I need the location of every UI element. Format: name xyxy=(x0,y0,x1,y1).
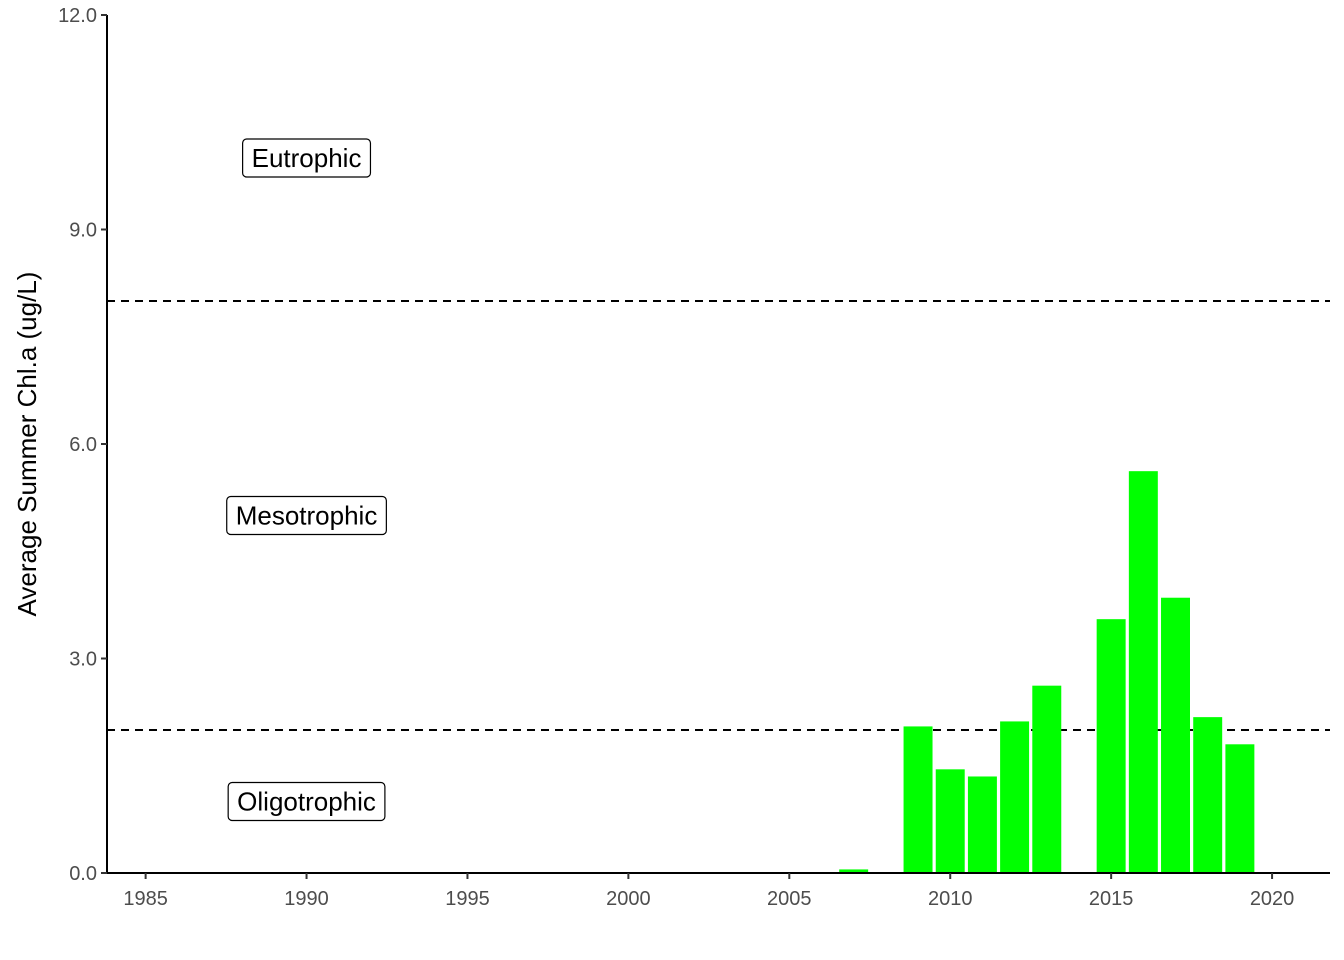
zone-label-text: Eutrophic xyxy=(252,143,362,173)
bar-2015 xyxy=(1096,619,1126,873)
bar-2017 xyxy=(1161,597,1190,873)
zone-label-text: Mesotrophic xyxy=(236,501,378,531)
zone-annotations: Eutrophic Mesotrophic Oligotrophic xyxy=(226,138,387,822)
zone-label-box xyxy=(227,781,386,822)
x-tick-label: 2020 xyxy=(1250,888,1295,910)
bar-2012 xyxy=(1000,721,1030,873)
y-tick-label: 6.0 xyxy=(69,434,97,456)
x-tick-label: 1990 xyxy=(284,888,329,910)
bar-2016 xyxy=(1128,471,1158,873)
bar-2011 xyxy=(967,776,997,873)
bars xyxy=(839,471,1255,873)
zone-label-box xyxy=(226,495,387,536)
x-tick-label: 1995 xyxy=(445,888,490,910)
zone-label-text: Oligotrophic xyxy=(237,787,376,817)
zone-label-oligotrophic: Oligotrophic xyxy=(227,781,386,822)
bar-2009 xyxy=(903,726,933,873)
x-tick-label: 2005 xyxy=(767,888,812,910)
x-tick-label: 2015 xyxy=(1089,888,1134,910)
bar-2007 xyxy=(839,869,869,873)
bar-2013 xyxy=(1032,685,1062,873)
x-tick-label: 2010 xyxy=(928,888,973,910)
zone-label-mesotrophic: Mesotrophic xyxy=(226,495,387,536)
x-tick-label: 1985 xyxy=(123,888,168,910)
ticks: 0.0 3.0 6.0 9.0 12.0 1985 1990 1995 2000 2005 2010… xyxy=(58,5,1294,910)
bar-2010 xyxy=(935,769,965,873)
y-tick-label: 0.0 xyxy=(69,863,97,885)
x-tick-label: 2000 xyxy=(606,888,651,910)
bar-2019 xyxy=(1225,744,1255,873)
threshold-lines xyxy=(107,300,1330,731)
zone-label-box xyxy=(242,138,372,178)
y-axis-title: Average Summer Chl.a (ug/L) xyxy=(12,272,42,617)
y-tick-label: 3.0 xyxy=(69,649,97,671)
bar-2018 xyxy=(1193,717,1223,873)
zone-label-eutrophic: Eutrophic xyxy=(242,138,372,178)
y-tick-label: 9.0 xyxy=(69,220,97,242)
y-tick-label: 12.0 xyxy=(58,5,97,27)
